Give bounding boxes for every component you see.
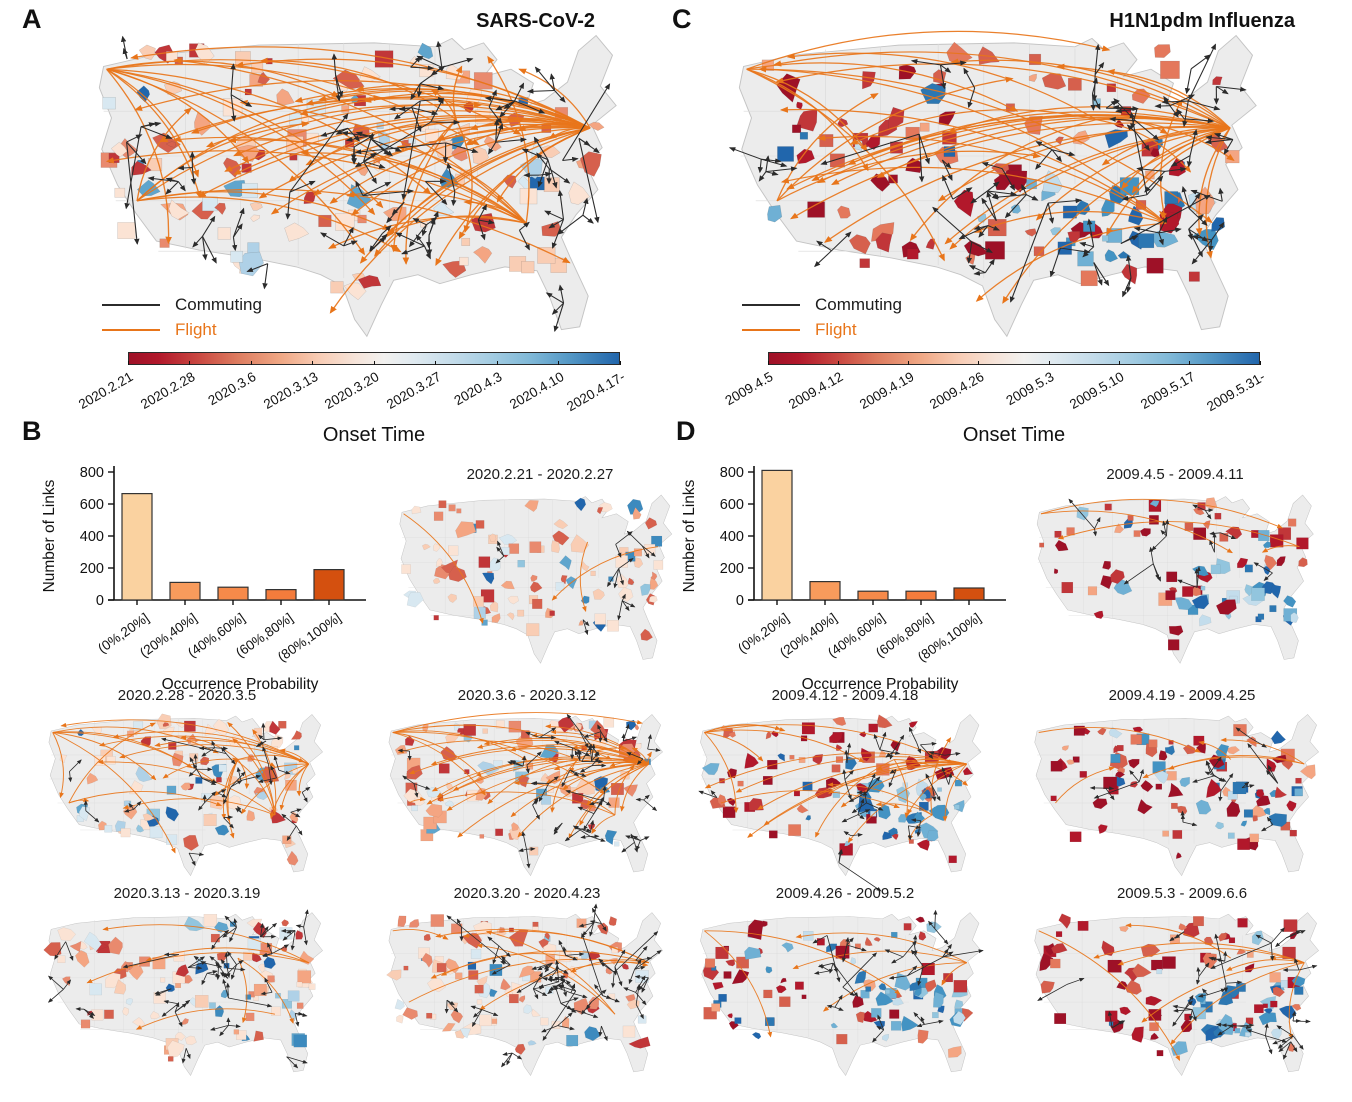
flight-line-swatch — [742, 328, 800, 331]
colorbar-tick — [908, 361, 910, 365]
map-title: 2020.3.6 - 2020.3.12 — [457, 687, 597, 704]
map-title: 2020.2.28 - 2020.3.5 — [117, 687, 257, 704]
colorbar-tick — [1118, 361, 1120, 365]
svg-text:200: 200 — [80, 561, 104, 577]
commuting-line-swatch — [102, 303, 160, 306]
map-sars-week5 — [386, 903, 663, 1077]
commuting-line-swatch — [742, 303, 800, 306]
colorbar-tick — [837, 361, 839, 365]
histogram-occurrence-b: 0200400600800(0%,20%](20%,40%](40%,60%](… — [41, 465, 366, 693]
panel-d-label: D — [676, 416, 696, 446]
flight-line-swatch — [102, 328, 160, 331]
map-h1n1-week5 — [1034, 912, 1319, 1077]
legend-c: Commuting Flight — [742, 292, 902, 342]
map-title: 2009.4.5 - 2009.4.11 — [1106, 466, 1244, 483]
colorbar-tick — [767, 361, 769, 365]
colorbar-tick — [312, 361, 313, 365]
map-sars-week1 — [399, 494, 673, 664]
svg-text:Occurrence Probability: Occurrence Probability — [162, 676, 319, 693]
svg-text:800: 800 — [720, 465, 744, 481]
colorbar-tick — [250, 361, 252, 365]
colorbar-tick — [978, 361, 980, 365]
legend-row-flight: Flight — [742, 317, 902, 342]
colorbar-tick — [189, 361, 190, 365]
svg-text:0: 0 — [736, 593, 744, 609]
svg-text:0: 0 — [96, 593, 104, 609]
colorbar-tick — [1259, 361, 1261, 365]
svg-text:Number of Links: Number of Links — [41, 479, 58, 592]
svg-text:600: 600 — [80, 497, 104, 513]
map-title: 2020.3.13 - 2020.3.19 — [113, 885, 261, 902]
histogram-occurrence-d: 0200400600800(0%,20%](20%,40%](40%,60%](… — [681, 465, 1006, 693]
colorbar-gradient — [768, 352, 1260, 365]
colorbar-tick — [496, 361, 498, 365]
map-sars-week4 — [43, 909, 323, 1077]
colorbar-tick — [619, 361, 621, 365]
map-title: 2009.4.12 - 2009.4.18 — [771, 687, 919, 704]
map-title: 2020.2.21 - 2020.2.27 — [466, 466, 614, 483]
colorbar-onset-a: 2020.2.21 2020.2.28 2020.3.6 2020.3.13 2020.… — [76, 352, 628, 422]
legend-label-flight: Flight — [175, 319, 217, 339]
colorbar-tick — [1189, 361, 1191, 365]
colorbar-tick — [435, 361, 436, 365]
map-h1n1-week4 — [700, 909, 984, 1077]
legend-label-commuting: Commuting — [815, 294, 902, 314]
panel-b-label: B — [22, 416, 42, 446]
map-title: 2009.4.26 - 2009.5.2 — [775, 885, 915, 902]
map-h1n1-week1 — [1036, 494, 1314, 664]
map-title: 2009.4.19 - 2009.4.25 — [1108, 687, 1256, 704]
svg-text:600: 600 — [720, 497, 744, 513]
colorbar-tick — [373, 361, 375, 365]
svg-text:800: 800 — [80, 465, 104, 481]
panel-a-label: A — [22, 4, 42, 34]
legend-row-commuting: Commuting — [742, 292, 902, 317]
map-h1n1-week2 — [698, 714, 982, 892]
svg-text:400: 400 — [80, 529, 104, 545]
map-sars-week3 — [388, 712, 663, 877]
map-sars-main — [98, 34, 617, 338]
colorbar-tick — [1048, 361, 1050, 365]
legend-row-commuting: Commuting — [102, 292, 262, 317]
legend-row-flight: Flight — [102, 317, 262, 342]
legend-label-flight: Flight — [815, 319, 857, 339]
colorbar-axis-label-c: Onset Time — [962, 424, 1066, 446]
svg-text:400: 400 — [720, 529, 744, 545]
map-h1n1-main — [728, 30, 1257, 338]
map-title: 2009.5.3 - 2009.6.6 — [1116, 885, 1248, 902]
map-sars-week2 — [48, 713, 323, 877]
panel-a-title: SARS-CoV-2 — [476, 10, 595, 32]
panel-c-title: H1N1pdm Influenza — [1109, 10, 1295, 32]
panel-c-label: C — [672, 4, 692, 34]
map-title: 2020.3.20 - 2020.4.23 — [453, 885, 601, 902]
svg-text:200: 200 — [720, 561, 744, 577]
colorbar-tick — [558, 361, 559, 365]
legend-a: Commuting Flight — [102, 292, 262, 342]
colorbar-axis-label-a: Onset Time — [322, 424, 426, 446]
legend-label-commuting: Commuting — [175, 294, 262, 314]
map-h1n1-week3 — [1034, 714, 1319, 877]
svg-text:Number of Links: Number of Links — [681, 479, 698, 592]
colorbar-onset-c: 2009.4.5 2009.4.12 2009.4.19 2009.4.26 2009.… — [722, 352, 1268, 422]
colorbar-tick — [127, 361, 129, 365]
